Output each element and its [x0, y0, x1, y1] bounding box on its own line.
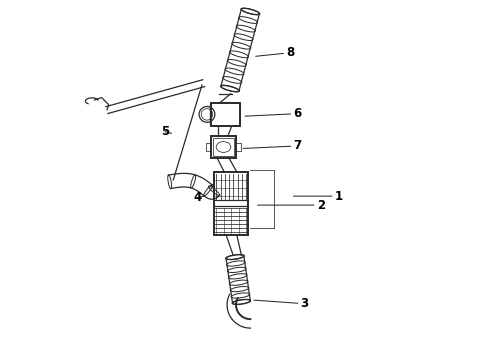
Text: 7: 7 [243, 139, 301, 152]
Text: 5: 5 [161, 125, 171, 138]
Bar [205, 143, 211, 151]
Text: 6: 6 [245, 107, 302, 120]
Text: 4: 4 [193, 192, 204, 204]
Bar [211, 103, 240, 126]
Bar [211, 136, 236, 158]
Bar [213, 138, 234, 156]
Text: 1: 1 [294, 190, 343, 203]
Bar [236, 143, 242, 151]
Bar [214, 172, 248, 235]
Text: 2: 2 [258, 199, 325, 212]
Text: 3: 3 [254, 297, 309, 310]
Text: 8: 8 [256, 46, 294, 59]
